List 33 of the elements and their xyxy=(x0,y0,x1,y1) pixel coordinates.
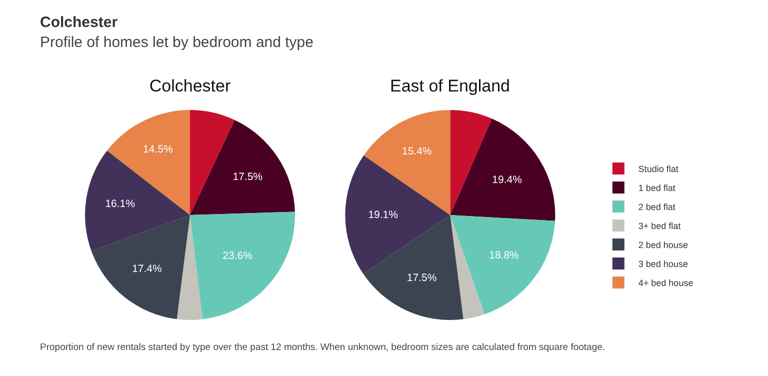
legend-label: 3+ bed flat xyxy=(638,221,682,232)
data-label: 23.6% xyxy=(222,250,252,262)
legend-label: 2 bed house xyxy=(638,240,688,250)
legend-label: 3 bed house xyxy=(638,259,688,270)
data-label: 14.5% xyxy=(143,144,173,156)
pie-slice xyxy=(345,155,450,274)
data-label: 17.5% xyxy=(232,171,263,184)
chart-title: Colchester xyxy=(149,76,231,96)
data-label: 17.4% xyxy=(132,263,162,276)
pie-slice xyxy=(190,110,235,215)
pie-slice xyxy=(450,118,556,221)
text: Proportion of new rentals started by type over the past 12 months. When unknown, bedroom sizes are calculated from square footage. xyxy=(40,342,606,353)
data-label: 17.5% xyxy=(406,272,437,284)
data-label: 18.8% xyxy=(489,250,519,262)
legend-label: 2 bed flat xyxy=(638,202,676,212)
data-label: 19.1% xyxy=(368,208,398,221)
text: Colchester xyxy=(40,14,118,31)
legend-label: 4+ bed house xyxy=(638,278,694,288)
pie-slice xyxy=(190,120,295,215)
data-label: 16.1% xyxy=(105,198,135,210)
data-label: 15.4% xyxy=(402,146,432,158)
chart-title: East of England xyxy=(390,76,510,96)
pie-slice xyxy=(450,110,492,215)
text: Profile of homes let by bedroom and type xyxy=(40,34,314,51)
pie-slice xyxy=(107,110,190,215)
legend-label: Studio flat xyxy=(638,164,679,174)
pie-slice xyxy=(190,212,295,320)
pie-slice xyxy=(450,215,556,314)
legend-label: 1 bed flat xyxy=(638,183,676,194)
pie-slice xyxy=(176,215,203,320)
pie-slice xyxy=(91,215,190,320)
pie-slice xyxy=(450,215,485,320)
data-label: 19.4% xyxy=(492,174,522,186)
